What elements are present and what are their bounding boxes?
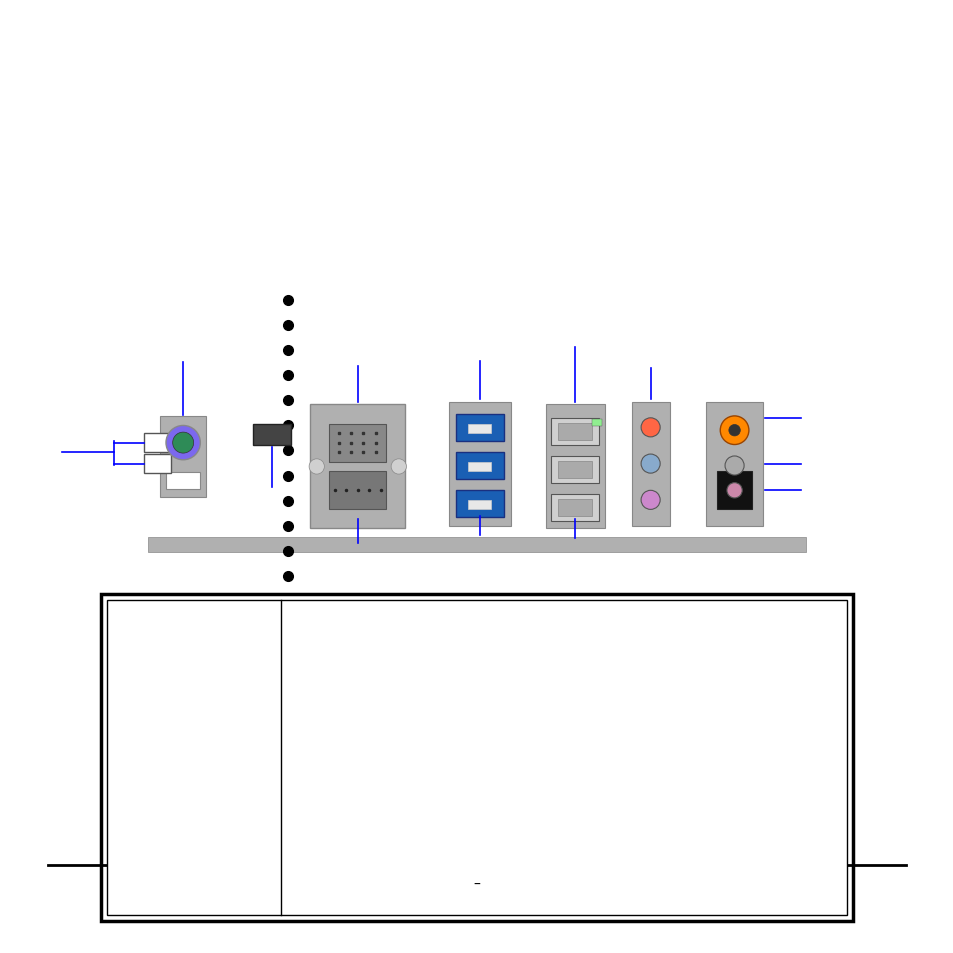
Circle shape [720,416,748,445]
Circle shape [640,491,659,510]
Bar [558,461,592,478]
Bar [253,425,291,446]
Bar [310,405,405,529]
Text: –: – [473,878,480,891]
Bar [329,424,386,462]
Bar [558,423,592,440]
Bar [631,402,669,526]
Circle shape [640,418,659,437]
Circle shape [172,433,193,454]
Bar [144,455,171,474]
Bar [551,456,598,483]
Circle shape [166,426,200,460]
Circle shape [640,455,659,474]
Bar [705,402,762,526]
Circle shape [309,459,324,475]
Bar [468,424,491,434]
Bar [107,600,846,915]
Bar [456,453,503,479]
Bar [160,417,206,497]
Bar [551,418,598,445]
Circle shape [391,459,406,475]
Bar [468,500,491,510]
Bar [468,462,491,472]
Bar [592,419,601,427]
Bar [456,415,503,441]
Bar [545,405,604,529]
Bar [166,473,200,490]
Bar [148,537,805,553]
Bar [329,472,386,510]
Circle shape [726,483,741,498]
Bar [558,499,592,517]
Circle shape [728,425,740,436]
Bar [101,595,852,921]
Bar [717,472,751,510]
Circle shape [724,456,743,476]
Bar [456,491,503,517]
Bar [448,402,511,526]
Bar [551,495,598,521]
Bar [144,434,171,453]
